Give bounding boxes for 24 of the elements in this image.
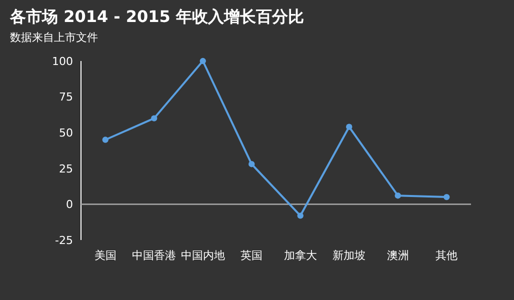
point [102, 136, 108, 143]
x-tick-label: 中国香港 [132, 249, 176, 262]
y-tick-label: 50 [59, 126, 73, 140]
x-tick-label: 澳洲 [386, 249, 409, 262]
x-tick-label: 美国 [94, 249, 116, 262]
y-tick-label: 100 [52, 54, 73, 68]
point [248, 161, 255, 168]
chart-subtitle: 数据来自上市文件 [10, 31, 98, 44]
point [394, 192, 401, 199]
y-tick-label: -25 [55, 234, 73, 247]
y-tick-label: 75 [59, 90, 73, 104]
point [200, 58, 206, 64]
chart-title: 各市场 2014 - 2015 年收入增长百分比 [9, 7, 304, 26]
point [151, 115, 158, 122]
y-tick-label: 0 [66, 198, 73, 212]
point [297, 212, 304, 219]
y-tick-label: 25 [59, 162, 73, 176]
point [346, 124, 352, 130]
x-tick-label: 新加坡 [332, 249, 366, 262]
x-tick-label: 中国内地 [180, 249, 225, 262]
x-tick-label: 英国 [240, 249, 263, 262]
x-tick-label: 其他 [436, 249, 458, 262]
x-tick-label: 加拿大 [284, 249, 317, 262]
point [444, 194, 450, 200]
